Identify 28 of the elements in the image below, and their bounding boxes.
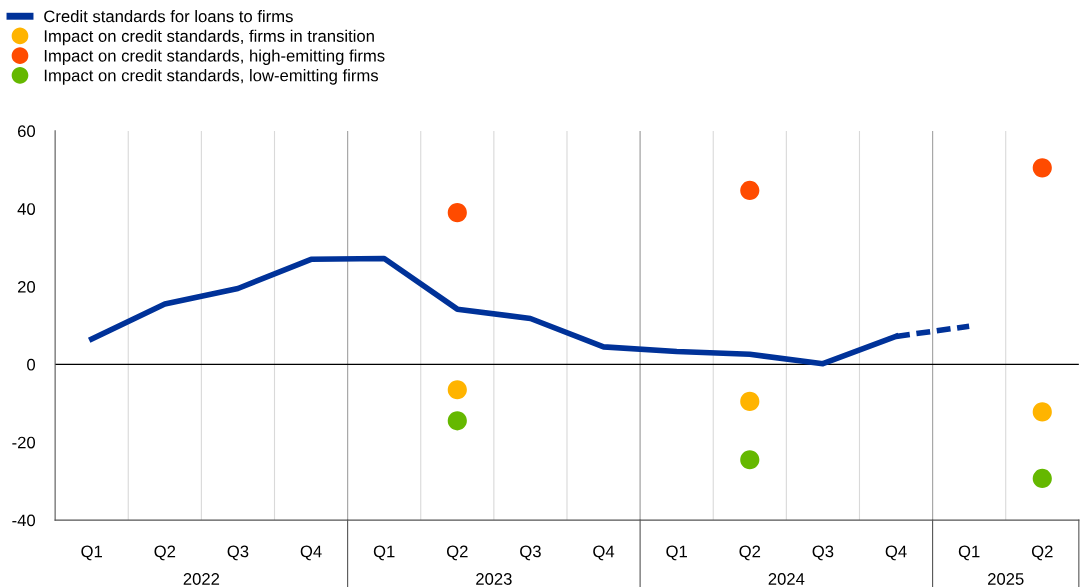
y-tick-label: -20 bbox=[12, 436, 36, 449]
legend-label: Credit standards for loans to firms bbox=[44, 10, 293, 23]
y-tick-label: 40 bbox=[17, 203, 36, 215]
y-tick-label: -40 bbox=[12, 514, 36, 527]
x-tick-label: Q2 bbox=[1031, 545, 1053, 561]
x-tick-label: Q2 bbox=[154, 545, 176, 561]
x-tick-label: Q1 bbox=[373, 545, 395, 561]
x-tick-label: Q3 bbox=[520, 545, 541, 561]
x-tick-label: Q4 bbox=[593, 545, 615, 561]
x-tick-label: Q3 bbox=[812, 545, 834, 561]
x-tick-label: Q2 bbox=[446, 545, 468, 561]
y-tick-label: 60 bbox=[18, 125, 36, 138]
legend-label: Impact on credit standards, firms in transition bbox=[44, 29, 374, 46]
x-tick-label: Q4 bbox=[885, 545, 907, 561]
text: 2023 bbox=[476, 573, 512, 585]
text: 2024 bbox=[768, 573, 805, 585]
legend-label: Impact on credit standards, high-emitting firms bbox=[44, 49, 385, 65]
x-tick-label: Q1 bbox=[81, 545, 102, 561]
x-tick-label: Q1 bbox=[666, 545, 687, 561]
legend-label: Impact on credit standards, low-emitting firms bbox=[44, 69, 379, 85]
x-tick-label: Q2 bbox=[739, 545, 761, 561]
text: 2022 bbox=[183, 573, 220, 585]
y-tick-label: 0 bbox=[27, 358, 36, 371]
y-tick-label: 20 bbox=[17, 280, 36, 293]
x-tick-label: Q1 bbox=[958, 545, 980, 561]
x-tick-label: Q3 bbox=[227, 545, 249, 561]
x-tick-label: Q4 bbox=[300, 545, 322, 561]
text: 2025 bbox=[988, 573, 1024, 585]
